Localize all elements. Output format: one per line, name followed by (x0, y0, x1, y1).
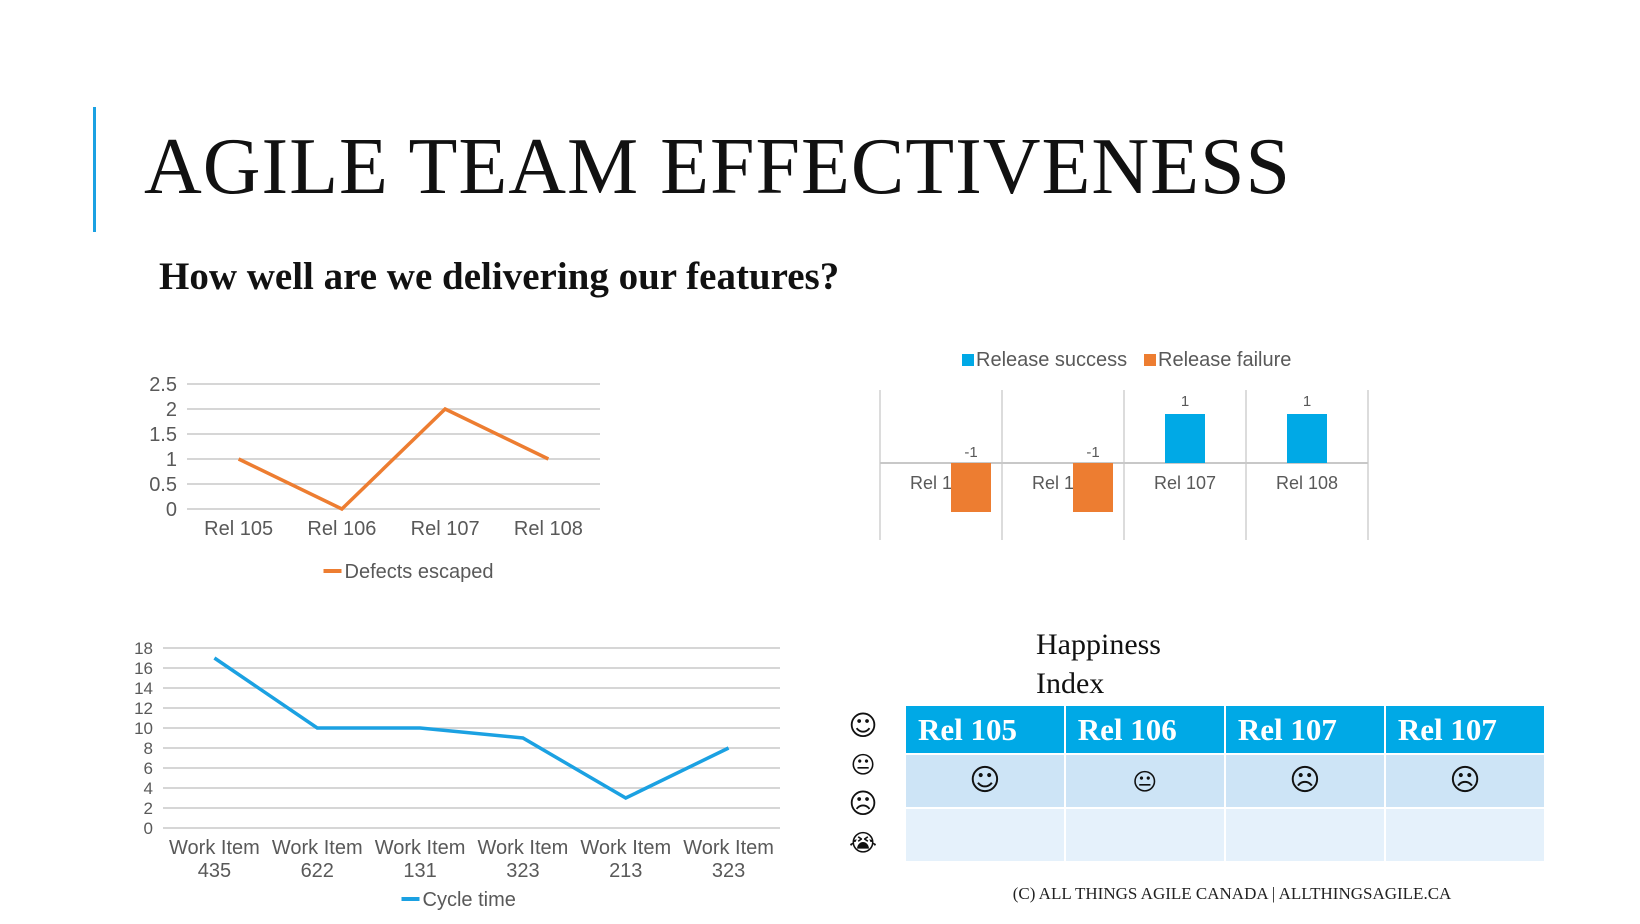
x-tick-label: Work Item (272, 837, 363, 859)
legend-label: Release success (976, 349, 1127, 371)
x-tick-label: Work Item (375, 837, 466, 859)
x-tick-label: Rel 107 (411, 518, 480, 540)
legend-label: Cycle time (423, 889, 516, 911)
defects-line-chart: 0 0.5 1 1.5 2 2.5 Rel 105 Rel 106 Rel 107 Rel 108… (149, 374, 600, 583)
x-tick-label: Rel 105 (204, 518, 273, 540)
happiness-title-line2: Index (1036, 667, 1105, 700)
neutral-face-icon: 😐 (850, 751, 876, 779)
x-tick-label: 213 (609, 860, 642, 882)
empty-cell (906, 807, 1066, 861)
x-tick-label: Rel 106 (307, 518, 376, 540)
y-tick-label: 10 (134, 719, 153, 738)
series-line (237, 406, 550, 512)
happiness-title: Happiness Index (1036, 625, 1161, 703)
page-title: AGILE TEAM EFFECTIVENESS (144, 123, 1291, 211)
header-rel-105: Rel 105 (906, 706, 1066, 754)
happy-face-icon: ☺ (848, 709, 878, 742)
happiness-title-line1: Happiness (1036, 628, 1161, 661)
y-tick-label: 2 (166, 399, 177, 421)
footer-copyright: (C) ALL THINGS AGILE CANADA | ALLTHINGSA… (1012, 884, 1452, 903)
x-tick-label: 435 (198, 860, 231, 882)
header-rel-107b: Rel 107 (1384, 706, 1547, 754)
bar (951, 463, 991, 512)
sad-face-icon: ☹ (848, 787, 878, 820)
category-label: Rel 108 (1276, 473, 1338, 493)
legend-swatch (401, 897, 420, 901)
x-tick-label: 622 (301, 860, 334, 882)
x-tick-label: 131 (403, 860, 436, 882)
y-tick-label: 0 (166, 499, 177, 521)
x-tick-label: Rel 108 (514, 518, 583, 540)
y-tick-label: 6 (144, 759, 153, 778)
y-tick-label: 12 (134, 699, 153, 718)
happiness-table: Rel 105 Rel 106 Rel 107 Rel 107 ☺ 😐 ☹ ☹ (906, 706, 1547, 861)
series-line (213, 656, 730, 800)
data-label: 1 (1303, 393, 1311, 410)
x-tick-label: Work Item (580, 837, 671, 859)
legend-swatch (1144, 354, 1156, 366)
y-tick-label: 2 (144, 799, 153, 818)
empty-cell (1384, 807, 1547, 861)
legend-swatch (323, 569, 342, 573)
data-label: 1 (1181, 393, 1189, 410)
data-label: -1 (1086, 444, 1099, 461)
legend-swatch (962, 354, 974, 366)
y-tick-label: 8 (144, 739, 153, 758)
category-label: Rel 107 (1154, 473, 1216, 493)
header-rel-107: Rel 107 (1224, 706, 1386, 754)
y-tick-label: 14 (134, 679, 153, 698)
neutral-face-icon: 😐 (1132, 767, 1158, 796)
y-tick-label: 0 (144, 819, 153, 838)
y-tick-label: 2.5 (149, 374, 177, 396)
sad-face-icon: ☹ (1449, 763, 1481, 798)
happy-face-icon: ☺ (969, 763, 1001, 798)
x-tick-label: 323 (712, 860, 745, 882)
x-tick-label: Work Item (683, 837, 774, 859)
y-tick-label: 1.5 (149, 424, 177, 446)
legend-label: Defects escaped (345, 561, 494, 583)
legend-label: Release failure (1158, 349, 1291, 371)
y-tick-label: 16 (134, 659, 153, 678)
y-tick-label: 0.5 (149, 474, 177, 496)
bar (1287, 414, 1327, 463)
data-label: -1 (964, 444, 977, 461)
sad-face-icon: ☹ (1289, 763, 1321, 798)
accent-bar (93, 107, 96, 232)
y-tick-label: 1 (166, 449, 177, 471)
crying-face-icon: 😭 (848, 829, 878, 857)
page-subtitle: How well are we delivering our features? (159, 255, 840, 298)
header-rel-106: Rel 106 (1064, 706, 1226, 754)
bar (1073, 463, 1113, 512)
empty-cell (1224, 807, 1386, 861)
bar (1165, 414, 1205, 463)
y-tick-label: 4 (144, 779, 153, 798)
empty-cell (1064, 807, 1226, 861)
x-tick-label: Work Item (169, 837, 260, 859)
x-tick-label: Work Item (478, 837, 569, 859)
y-tick-label: 18 (134, 639, 153, 658)
x-tick-label: 323 (506, 860, 539, 882)
